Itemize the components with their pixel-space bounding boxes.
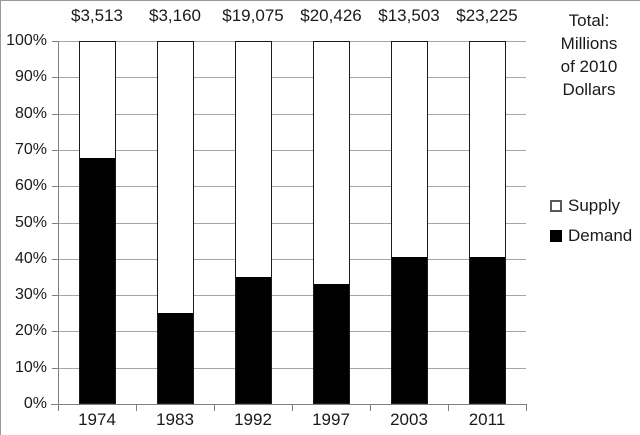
legend-item-supply: Supply [550,196,632,215]
y-axis-tick [52,77,58,79]
total-units-annotation: Total: Millions of 2010 Dollars [539,9,639,101]
annotation-line: Dollars [562,80,616,99]
bar-total-label: $19,075 [222,6,284,25]
annotation-line: Millions [560,34,618,53]
x-axis-category-label: 2011 [468,410,506,429]
legend: Supply Demand [550,196,633,257]
y-gridline [58,258,526,260]
bar-2011 [468,41,506,404]
y-gridline [58,113,526,115]
x-axis-tick [136,404,137,411]
y-axis-line [58,41,59,411]
y-gridline [58,41,526,42]
y-gridline [58,149,526,151]
bar-1983 [156,41,194,404]
y-axis-tick [52,258,58,260]
bar-total-label: $3,513 [71,6,123,25]
x-axis-category-label: 1997 [312,410,350,429]
x-axis-tick [292,404,293,411]
supply-swatch-icon [550,200,562,212]
y-axis-tick [52,149,58,151]
y-axis-tick-label: 100% [6,32,47,49]
legend-label-supply: Supply [568,196,620,215]
x-axis-line [51,404,526,405]
legend-item-demand: Demand [550,226,633,245]
y-axis-tick-label: 30% [14,286,47,304]
x-axis-category-label: 1992 [234,410,272,429]
x-axis-tick [214,404,215,411]
x-axis-category-label: 2003 [390,410,428,429]
bar-demand-segment [79,157,115,403]
y-axis-tick [52,186,58,188]
x-axis-tick [526,404,527,411]
y-axis-tick [52,295,58,297]
bar-total-label: $20,426 [300,6,362,25]
bar-1992 [234,41,272,404]
bar-demand-segment [469,256,505,403]
y-axis-tick-label: 80% [14,104,47,122]
x-axis-category-label: 1983 [156,410,194,429]
bar-demand-segment [235,276,271,403]
bar-total-label: $23,225 [456,6,518,25]
y-axis-tick [52,222,58,224]
y-gridline [58,222,526,224]
y-axis-tick-label: 0% [23,395,47,412]
bar-demand-segment [157,312,193,403]
y-axis-tick [52,331,58,333]
annotation-line: of 2010 [560,57,618,76]
bar-total-label: $3,160 [149,6,201,25]
y-gridline [58,295,526,297]
y-axis-tick-label: 90% [14,68,47,86]
bar-1974 [78,41,116,404]
bar-total-label: $13,503 [378,6,440,25]
x-axis-tick [448,404,449,411]
y-axis-tick [52,41,58,42]
x-axis-tick [370,404,371,411]
bar-demand-segment [391,256,427,403]
y-axis-tick-label: 70% [14,140,47,158]
x-axis-tick [58,404,59,411]
y-axis-tick-label: 40% [14,249,47,267]
y-axis-tick-label: 20% [14,322,47,340]
demand-swatch-icon [550,230,562,242]
annotation-line: Total: [568,11,610,30]
bar-1997 [312,41,350,404]
y-axis-tick-label: 10% [14,358,47,376]
bar-demand-segment [313,283,349,403]
y-axis-tick-label: 60% [14,177,47,195]
y-gridline [58,186,526,188]
y-axis-tick [52,113,58,115]
y-axis-tick [52,367,58,369]
bar-2003 [390,41,428,404]
y-gridline [58,77,526,79]
x-axis-category-label: 1974 [78,410,116,429]
y-gridline [58,367,526,369]
y-gridline [58,331,526,333]
y-axis-tick-label: 50% [14,213,47,231]
legend-label-demand: Demand [568,226,633,245]
